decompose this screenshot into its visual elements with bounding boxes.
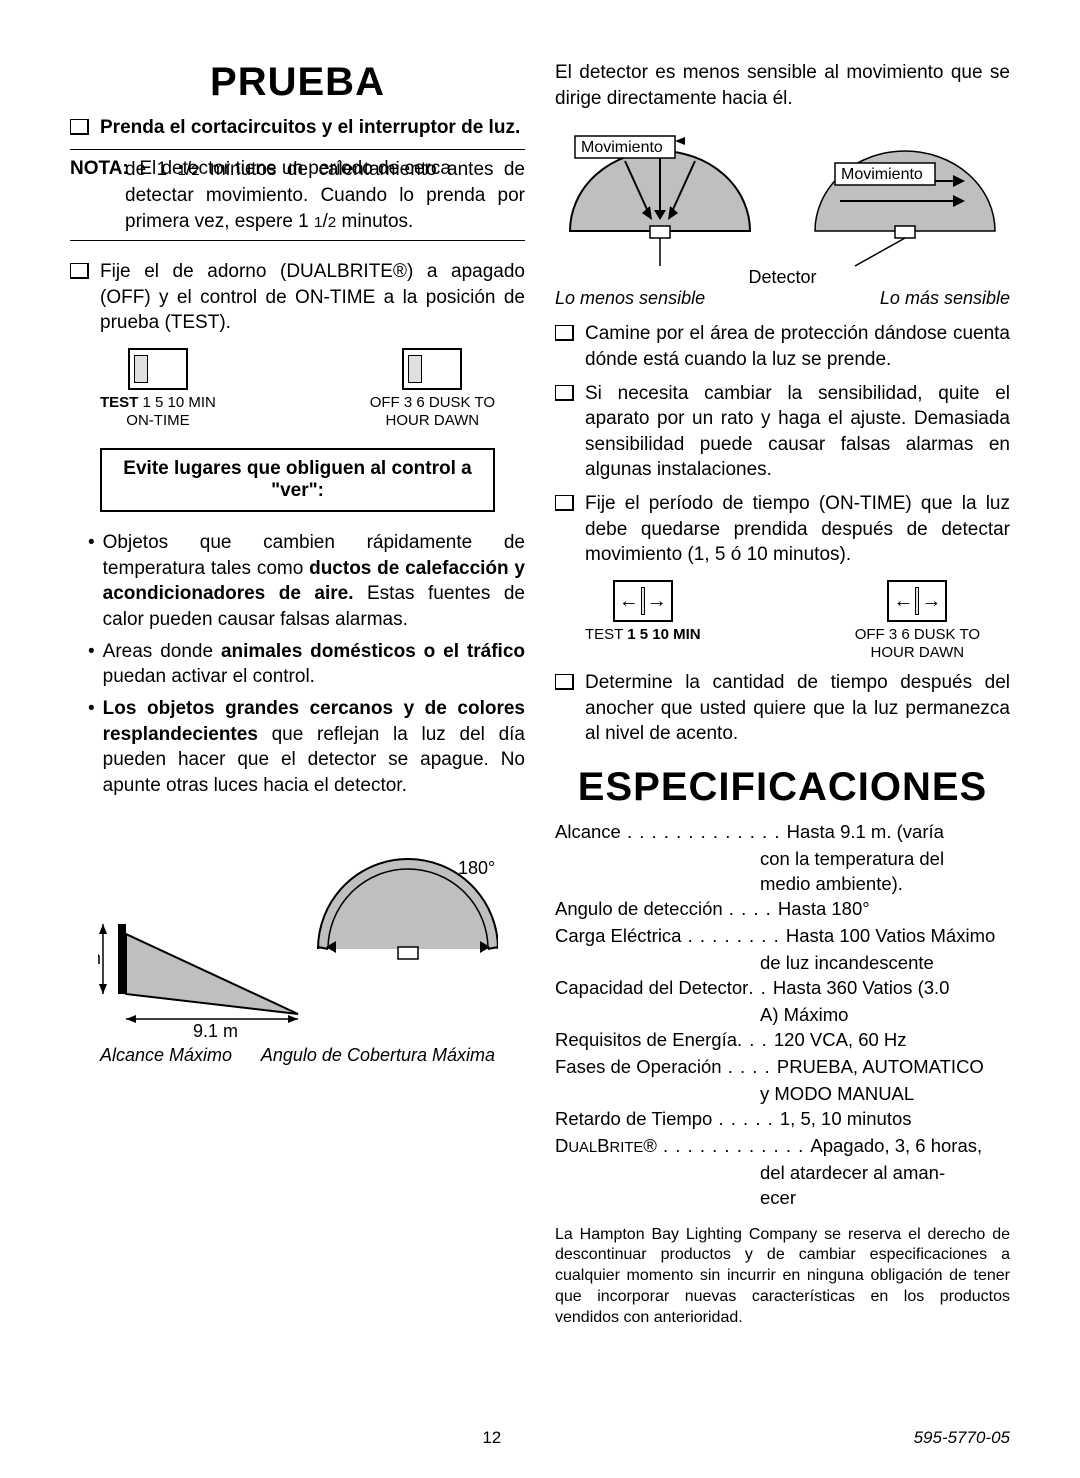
ontime-switch-icon — [128, 348, 188, 390]
dusk-switch-arrows-icon: ←→ — [887, 580, 947, 622]
chk-breaker: Prenda el cortacircuitos y el interrupto… — [100, 115, 520, 141]
chk-walk: Camine por el área de protección dándose… — [585, 321, 1010, 372]
chk-dualbrite: Fije el de adorno (DUALBRITE®) a apagado… — [100, 259, 525, 336]
sw2-label: OFF 3 6 DUSK TOHOUR DAWN — [370, 394, 495, 430]
spec-row: Carga Eléctrica . . . . . . . . Hasta 10… — [555, 924, 1010, 949]
spec-cont: A) Máximo — [555, 1003, 1010, 1028]
sw2b-label: OFF 3 6 DUSK TOHOUR DAWN — [855, 626, 980, 662]
right-column: El detector es menos sensible al movimie… — [555, 60, 1010, 1328]
svg-text:Movimiento: Movimiento — [581, 139, 663, 156]
intro-text: El detector es menos sensible al movimie… — [555, 60, 1010, 111]
nota-lead: NOTA: — [70, 158, 129, 179]
checkbox-icon — [555, 674, 573, 689]
movement-diagrams: Movimiento Movimiento — [555, 121, 1010, 271]
sw1-label: TEST 1 5 10 MINON-TIME — [100, 394, 216, 430]
svg-text:Movimiento: Movimiento — [841, 166, 923, 183]
sensitivity-captions: Lo menos sensibleLo más sensible — [555, 288, 1010, 309]
checkbox-icon — [70, 263, 88, 278]
checkbox-icon — [555, 385, 573, 400]
range-diagram: 180° 1.8 m 9.1 m — [98, 819, 498, 1039]
prueba-heading: PRUEBA — [70, 60, 525, 105]
sw1b-label: TEST 1 5 10 MIN — [585, 626, 701, 644]
diag-captions: Alcance Máximo Angulo de Cobertura Máxim… — [70, 1045, 525, 1066]
spec-cont: del atardecer al aman- — [555, 1161, 1010, 1186]
spec-cont: de luz incandescente — [555, 951, 1010, 976]
spec-row: Fases de Operación . . . . PRUEBA, AUTOM… — [555, 1055, 1010, 1080]
spec-cont: con la temperatura del — [555, 847, 1010, 872]
height-label: 1.8 m — [98, 948, 101, 968]
disclaimer: La Hampton Bay Lighting Company se reser… — [555, 1225, 1010, 1329]
nota-block: NOTA: El detector tiene un período de ce… — [70, 149, 525, 242]
dusk-switch-icon — [402, 348, 462, 390]
part-number: 595-5770-05 — [914, 1428, 1010, 1448]
spec-row: Requisitos de Energía. . . 120 VCA, 60 H… — [555, 1028, 1010, 1053]
spec-cont: y MODO MANUAL — [555, 1082, 1010, 1107]
switch-row-2: ←→ TEST 1 5 10 MIN ←→ OFF 3 6 DUSK TOHOU… — [585, 580, 980, 662]
spec-row: DUALBRITE® . . . . . . . . . . . . Apaga… — [555, 1134, 1010, 1159]
checkbox-icon — [555, 325, 573, 340]
avoid-box: Evite lugares que obliguen al control a … — [100, 448, 495, 512]
spec-cont: ecer — [555, 1186, 1010, 1211]
bullet-3: • Los objetos grandes cercanos y de colo… — [88, 696, 525, 799]
angle-label: 180° — [458, 858, 495, 878]
page-number: 12 — [482, 1428, 501, 1448]
specs-list: Alcance . . . . . . . . . . . . . Hasta … — [555, 820, 1010, 1211]
checkbox-icon — [70, 119, 88, 134]
specs-heading: ESPECIFICACIONES — [555, 765, 1010, 810]
spec-cont: medio ambiente). — [555, 872, 1010, 897]
ontime-switch-arrows-icon: ←→ — [613, 580, 673, 622]
left-column: PRUEBA Prenda el cortacircuitos y el int… — [70, 60, 525, 1328]
spec-row: Retardo de Tiempo . . . . . 1, 5, 10 min… — [555, 1107, 1010, 1132]
bullet-2: • Areas donde animales domésticos o el t… — [88, 639, 525, 690]
bullet-1: • Objetos que cambien rápidamente de tem… — [88, 530, 525, 633]
chk-ontime: Fije el período de tiempo (ON-TIME) que … — [585, 491, 1010, 568]
nota-body: de 1 1/2 minutos de calentamiento antes … — [70, 157, 525, 234]
spec-row: Angulo de detección . . . . Hasta 180° — [555, 897, 1010, 922]
dist-label: 9.1 m — [193, 1021, 238, 1039]
footer: 12 595-5770-05 — [70, 1428, 1010, 1448]
spec-row: Capacidad del Detector. . Hasta 360 Vati… — [555, 976, 1010, 1001]
chk-sensitivity: Si necesita cambiar la sensibilidad, qui… — [585, 381, 1010, 484]
checkbox-icon — [555, 495, 573, 510]
spec-row: Alcance . . . . . . . . . . . . . Hasta … — [555, 820, 1010, 845]
switch-row-1: TEST 1 5 10 MINON-TIME OFF 3 6 DUSK TOHO… — [100, 348, 495, 430]
chk-accent: Determine la cantidad de tiempo después … — [585, 670, 1010, 747]
